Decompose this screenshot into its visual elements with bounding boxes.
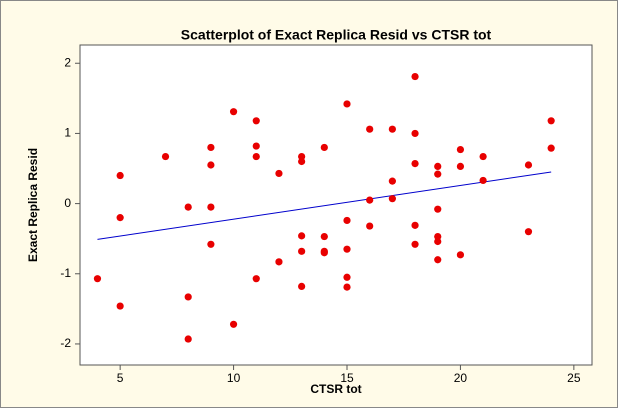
point xyxy=(524,228,533,236)
y-tick-label: 0 xyxy=(64,196,71,210)
point xyxy=(343,273,351,281)
point xyxy=(388,125,396,133)
point xyxy=(366,125,374,133)
point xyxy=(343,245,351,253)
point xyxy=(479,152,487,161)
y-tick-label: -2 xyxy=(60,336,71,350)
point xyxy=(343,283,351,291)
point xyxy=(298,282,306,291)
point xyxy=(434,256,442,264)
point xyxy=(343,100,351,108)
point xyxy=(207,143,215,152)
point xyxy=(298,157,306,166)
point xyxy=(343,216,351,225)
x-tick-label: 15 xyxy=(340,371,354,385)
point xyxy=(116,302,124,310)
point xyxy=(252,152,260,161)
point xyxy=(411,159,419,168)
point xyxy=(275,169,283,178)
y-axis-label: Exact Replica Resid xyxy=(26,148,40,262)
point xyxy=(524,161,533,169)
point xyxy=(411,129,419,138)
point xyxy=(320,143,328,152)
x-tick-label: 25 xyxy=(567,371,581,385)
point xyxy=(252,142,260,150)
point xyxy=(320,232,328,241)
point xyxy=(366,222,374,230)
point xyxy=(434,170,442,178)
point xyxy=(434,205,442,213)
point xyxy=(252,275,260,283)
point xyxy=(388,177,396,185)
point xyxy=(184,335,192,343)
point xyxy=(207,240,215,248)
point xyxy=(207,161,215,169)
point xyxy=(93,275,102,283)
point xyxy=(184,203,192,211)
point xyxy=(366,196,374,204)
point xyxy=(229,320,238,328)
point xyxy=(434,237,442,246)
point xyxy=(411,221,419,229)
y-tick-label: -1 xyxy=(60,266,71,280)
point xyxy=(298,247,306,255)
point xyxy=(479,176,487,185)
point xyxy=(229,108,238,116)
point xyxy=(456,162,465,171)
y-tick-label: 1 xyxy=(64,126,71,140)
x-tick-label: 10 xyxy=(227,371,241,385)
point xyxy=(456,145,465,154)
point xyxy=(298,232,306,240)
x-tick-label: 20 xyxy=(454,371,468,385)
point xyxy=(547,117,555,125)
point xyxy=(116,214,124,222)
point xyxy=(388,195,396,203)
point xyxy=(207,203,215,211)
x-axis-label: CTSR tot xyxy=(310,382,361,396)
point xyxy=(116,171,124,180)
chart-title: Scatterplot of Exact Replica Resid vs CT… xyxy=(181,27,492,43)
point xyxy=(411,240,419,248)
fit-line xyxy=(97,171,552,240)
x-tick-label: 5 xyxy=(117,371,124,385)
point xyxy=(411,72,419,81)
point xyxy=(456,251,465,259)
plot-area xyxy=(79,44,593,366)
point xyxy=(252,117,260,125)
point xyxy=(184,293,192,301)
point xyxy=(161,152,170,161)
point xyxy=(434,162,442,171)
point xyxy=(320,249,328,257)
point xyxy=(275,258,283,266)
point xyxy=(547,144,555,152)
y-tick-label: 2 xyxy=(64,55,71,69)
